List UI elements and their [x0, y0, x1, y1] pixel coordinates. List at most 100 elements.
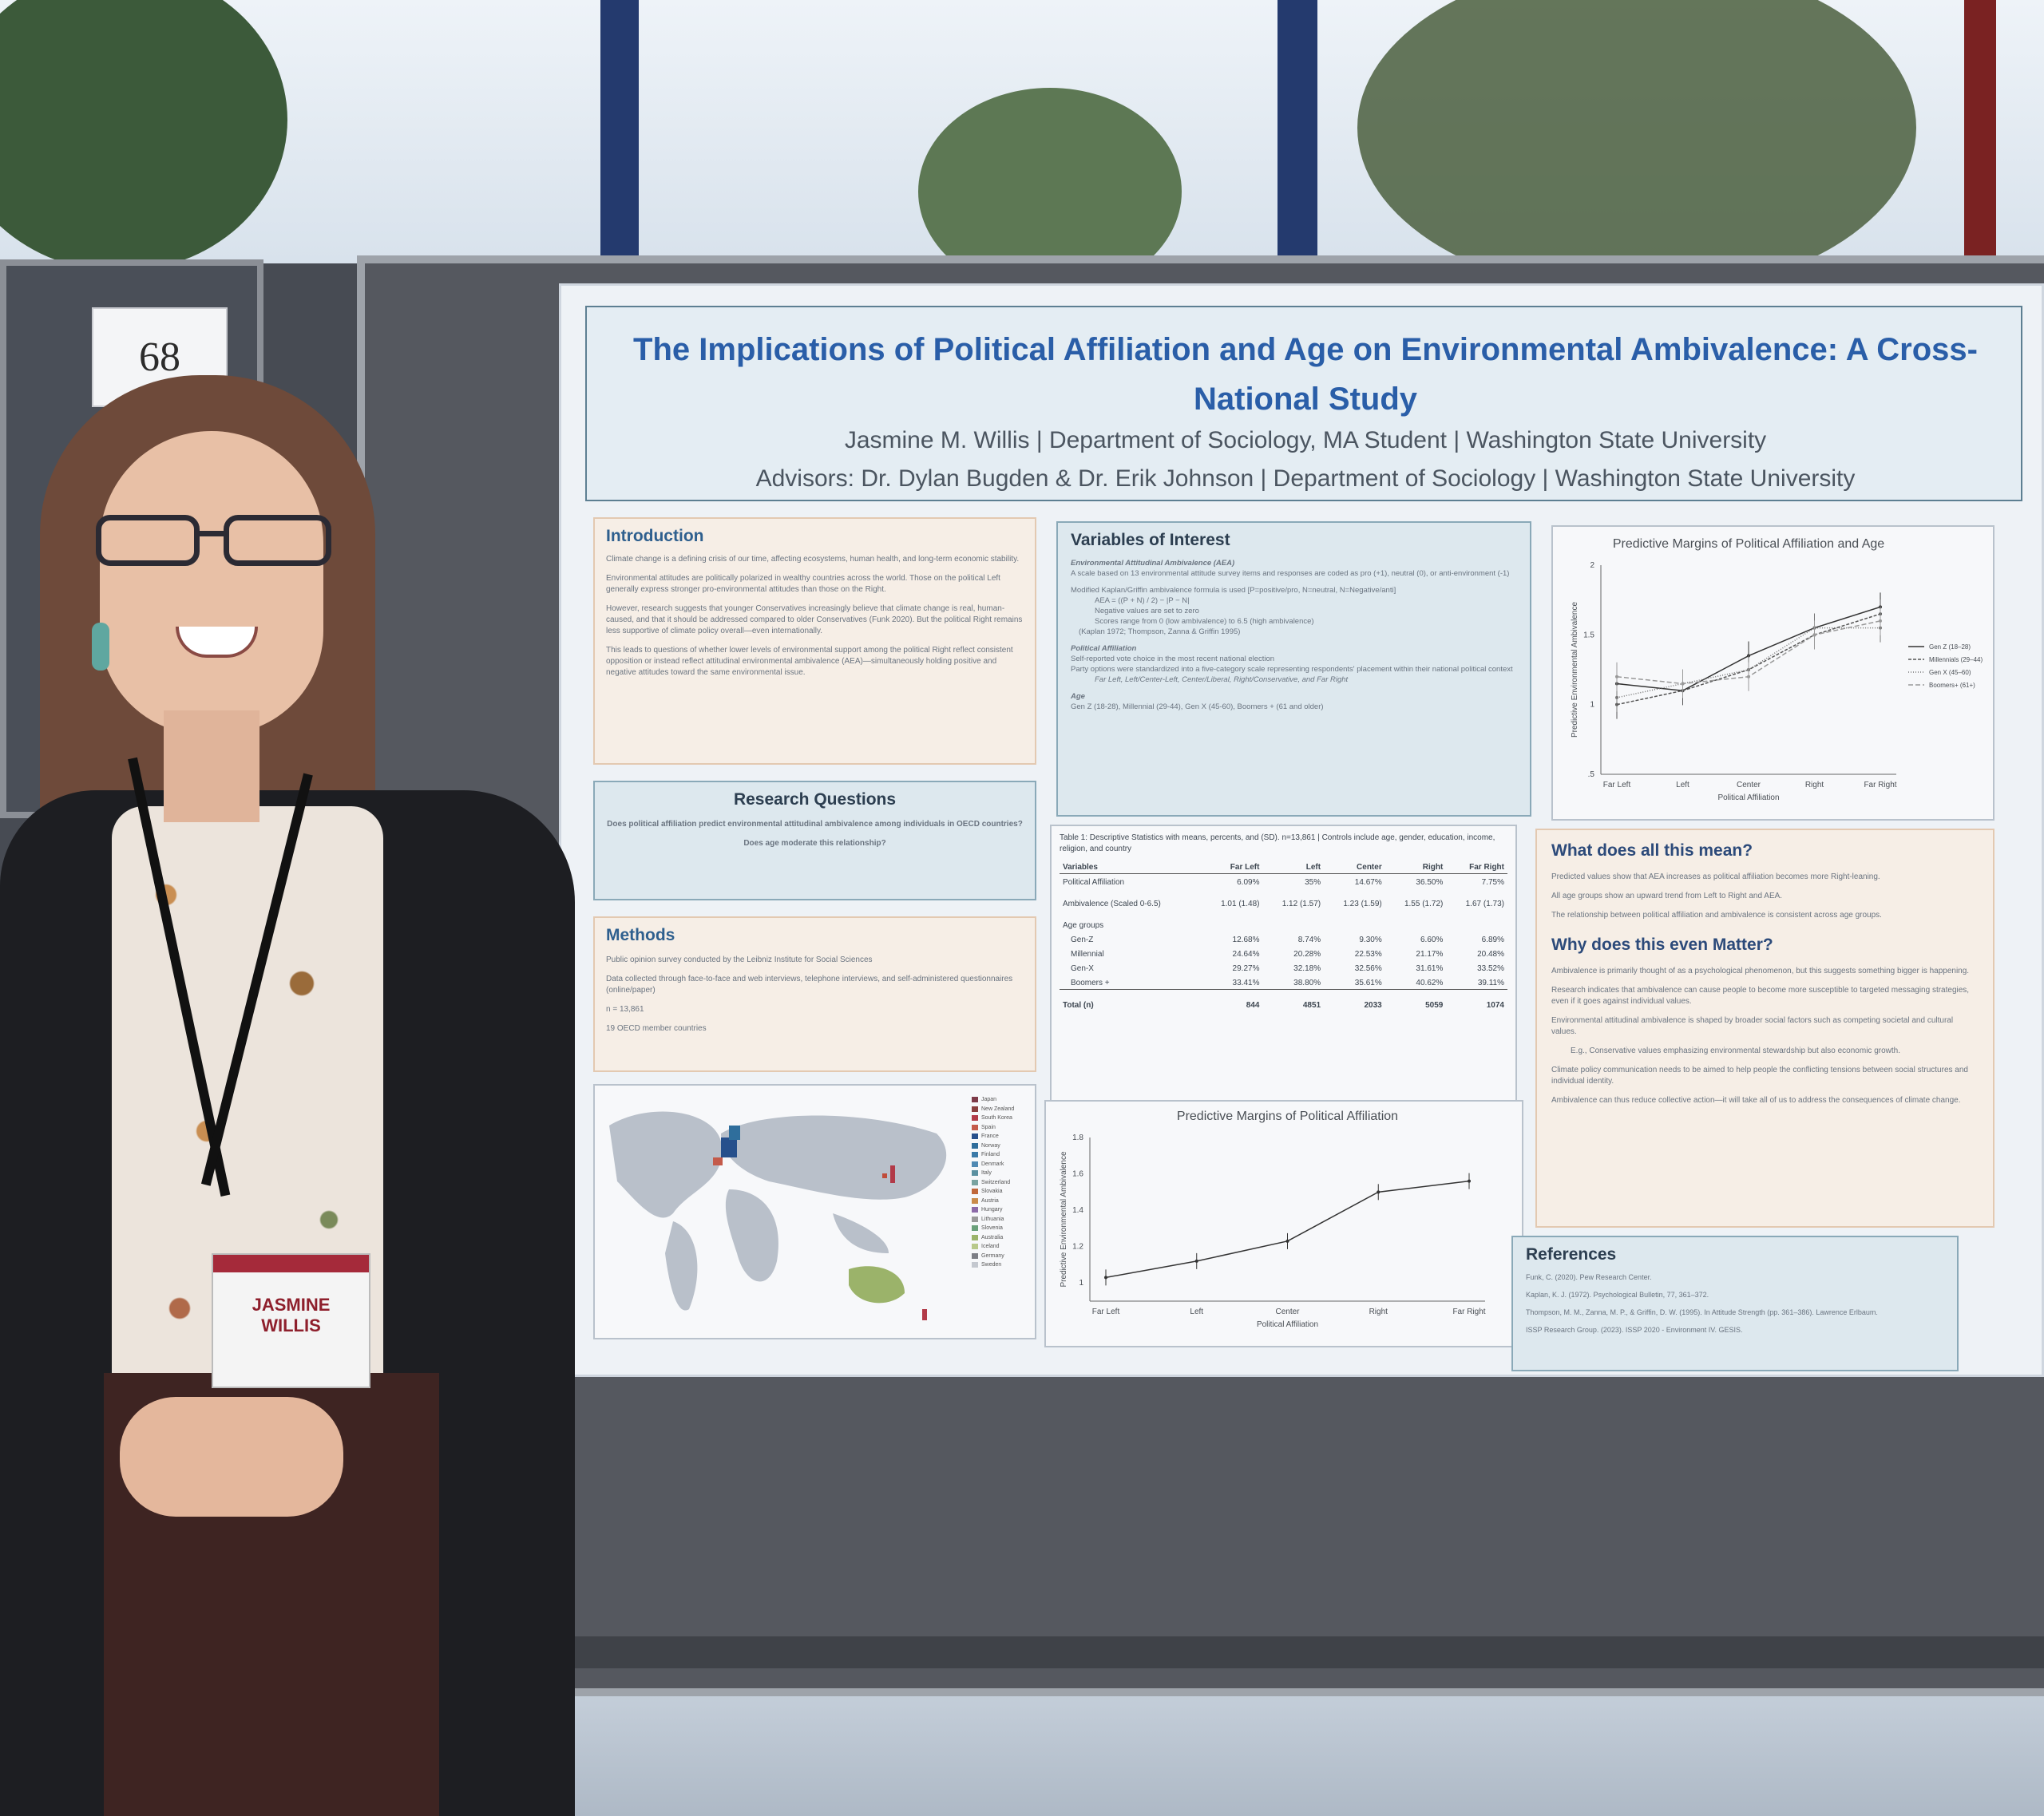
x-tick-label: Right — [1805, 781, 1824, 789]
y-tick-label: 1.4 — [1072, 1206, 1083, 1215]
table-cell: 21.17% — [1416, 950, 1444, 959]
table-cell: 33.41% — [1232, 979, 1260, 987]
data-point — [1377, 1190, 1380, 1194]
table-cell: 32.56% — [1354, 964, 1382, 973]
table-cell: 6.89% — [1481, 936, 1504, 944]
table-cell — [1202, 910, 1263, 932]
age-line: Gen Z (18-28), Millennial (29-44), Gen X… — [1071, 702, 1324, 711]
y-axis-label: Predictive Environmental Ambivalence — [1060, 1151, 1068, 1288]
legend-entry: Austria — [972, 1197, 1014, 1206]
y-tick-label: .5 — [1588, 770, 1595, 779]
methods-heading: Methods — [606, 926, 675, 944]
introduction-panel: Introduction Climate change is a definin… — [593, 517, 1036, 765]
research-poster: The Implications of Political Affiliatio… — [559, 283, 2044, 1377]
legend-entry: New Zealand — [972, 1105, 1014, 1114]
table-cell: 12.68% — [1232, 936, 1260, 944]
research-question-2: Does age moderate this relationship? — [743, 839, 886, 848]
data-point — [1285, 1239, 1289, 1243]
matter-bullet: Ambivalence is primarily thought of as a… — [1551, 967, 1970, 975]
table-cell: Boomers + — [1071, 979, 1110, 987]
matter-bullet: Research indicates that ambivalence can … — [1551, 986, 1970, 1006]
legend-entry: Hungary — [972, 1205, 1014, 1215]
x-axis-label: Political Affiliation — [1717, 793, 1779, 802]
reference-item: ISSP Research Group. (2023). ISSP 2020 -… — [1526, 1326, 1743, 1334]
table-row: Political Affiliation 6.09% 35% 14.67% 36.50… — [1060, 874, 1507, 889]
research-questions-panel: Research Questions Does political affili… — [593, 781, 1036, 900]
data-point — [1615, 695, 1618, 699]
x-tick-label: Far Right — [1864, 781, 1896, 789]
data-point — [1615, 675, 1618, 679]
map-legend: Japan New Zealand South Korea Spain Fran… — [972, 1095, 1014, 1270]
pa-line: Party options were standardized into a f… — [1071, 665, 1513, 674]
x-tick-label: Right — [1369, 1308, 1388, 1316]
introduction-heading: Introduction — [606, 527, 704, 545]
face — [100, 431, 323, 734]
aea-line: Scores range from 0 (low ambivalence) to… — [1095, 617, 1314, 626]
table-header: Right — [1384, 861, 1447, 874]
reference-item: Funk, C. (2020). Pew Research Center. — [1526, 1273, 1652, 1281]
legend-label: Boomers+ (61+) — [1929, 682, 1975, 689]
data-point — [1104, 1276, 1107, 1280]
data-point — [1879, 619, 1882, 623]
methods-bullets: Public opinion survey conducted by the L… — [606, 955, 1024, 1035]
pa-heading: Political Affiliation — [1071, 644, 1137, 653]
table-cell: 39.11% — [1477, 979, 1504, 987]
legend-entry: Iceland — [972, 1242, 1014, 1252]
legend-entry: Slovenia — [972, 1224, 1014, 1233]
references-heading: References — [1526, 1245, 1617, 1264]
matter-bullet: Climate policy communication needs to be… — [1551, 1066, 1968, 1086]
matter-heading: Why does this even Matter? — [1551, 936, 1773, 954]
aea-line: Negative values are set to zero — [1095, 607, 1199, 615]
references-list: Funk, C. (2020). Pew Research Center. Ka… — [1526, 1272, 1944, 1335]
table-row: Millennial 24.64% 20.28% 22.53% 21.17% 20.48% — [1060, 946, 1507, 960]
data-point — [1194, 1259, 1198, 1263]
table-cell: 22.53% — [1354, 950, 1382, 959]
table-header: Far Right — [1446, 861, 1507, 874]
y-tick-label: 2 — [1590, 561, 1594, 570]
age-margins-line-chart: Predictive Margins of Political Affiliat… — [1571, 537, 1983, 802]
research-questions-heading: Research Questions — [733, 790, 897, 809]
research-question-1: Does political affiliation predict envir… — [607, 820, 1023, 829]
x-tick-label: Left — [1676, 781, 1689, 789]
table-cell: 6.60% — [1420, 936, 1444, 944]
window-view — [0, 0, 2044, 295]
table-cell: 29.27% — [1232, 964, 1260, 973]
table-row: Boomers + 33.41% 38.80% 35.61% 40.62% 39.11% — [1060, 975, 1507, 990]
meaning-bullet: Predicted values show that AEA increases… — [1551, 872, 1880, 881]
neck — [164, 710, 259, 822]
margins-chart-panel: Predictive Margins of Political Affiliat… — [1044, 1100, 1523, 1347]
matter-bullets: Ambivalence is primarily thought of as a… — [1551, 966, 1979, 1106]
legend-entry: Italy — [972, 1169, 1014, 1178]
table-cell: 31.61% — [1416, 964, 1444, 973]
methods-bullet: Public opinion survey conducted by the L… — [606, 955, 873, 964]
table-header-row: Variables Far Left Left Center Right Far… — [1060, 861, 1507, 874]
table-row: Gen-Z 12.68% 8.74% 9.30% 6.60% 6.89% — [1060, 932, 1507, 946]
matter-bullet: Environmental attitudinal ambivalence is… — [1551, 1016, 1954, 1036]
margins-line-chart: Predictive Margins of Political Affiliat… — [1060, 1110, 1486, 1329]
table-cell: Age groups — [1063, 921, 1104, 930]
table-cell: 35% — [1305, 878, 1321, 887]
legend-label: Gen Z (18–28) — [1929, 643, 1971, 651]
window-mullion-3 — [1964, 0, 1996, 263]
table-header: Center — [1324, 861, 1385, 874]
table-cell: Gen-Z — [1071, 936, 1094, 944]
data-point — [1681, 682, 1685, 686]
legend-entry: Lithuania — [972, 1215, 1014, 1225]
table-cell: 1.55 (1.72) — [1404, 900, 1444, 908]
x-tick-label: Center — [1275, 1308, 1300, 1316]
legend-entry: Japan — [972, 1095, 1014, 1105]
hands — [120, 1397, 343, 1517]
table-cell: 40.62% — [1416, 979, 1444, 987]
series-line — [1105, 1180, 1470, 1279]
earring — [92, 623, 109, 671]
legend-entry: Finland — [972, 1150, 1014, 1160]
poster-advisors: Advisors: Dr. Dylan Bugden & Dr. Erik Jo… — [755, 465, 1856, 492]
data-point — [1747, 675, 1750, 679]
legend-entry: Norway — [972, 1141, 1014, 1151]
legend-entry: Germany — [972, 1252, 1014, 1261]
meaning-bullets: Predicted values show that AEA increases… — [1551, 872, 1979, 921]
legend-entry: Slovakia — [972, 1187, 1014, 1197]
aea-line: (Kaplan 1972; Thompson, Zanna & Griffin … — [1079, 627, 1241, 636]
variables-panel: Variables of Interest Environmental Atti… — [1056, 521, 1531, 817]
table-cell: Ambivalence (Scaled 0-6.5) — [1063, 900, 1161, 908]
